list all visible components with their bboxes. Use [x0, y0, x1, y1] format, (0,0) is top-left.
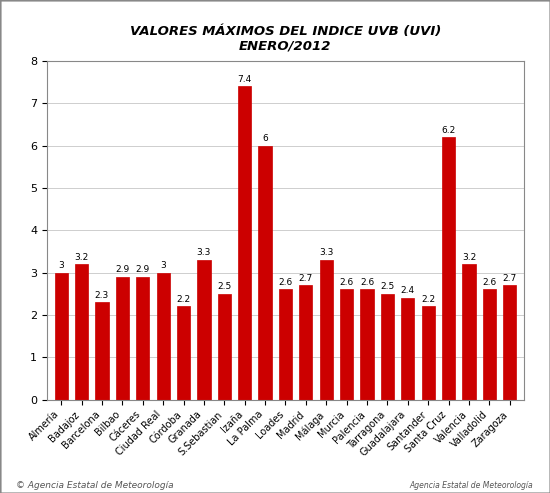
- Bar: [197, 260, 211, 399]
- Text: 2.9: 2.9: [116, 265, 129, 274]
- Bar: [320, 260, 333, 399]
- Bar: [157, 273, 170, 399]
- Bar: [381, 294, 394, 399]
- Title: VALORES MÁXIMOS DEL INDICE UVB (UVI)
ENERO/2012: VALORES MÁXIMOS DEL INDICE UVB (UVI) ENE…: [130, 25, 441, 53]
- Bar: [360, 289, 373, 399]
- Bar: [218, 294, 231, 399]
- Text: 3: 3: [160, 261, 166, 270]
- Text: 3.3: 3.3: [319, 248, 333, 257]
- Bar: [75, 264, 88, 399]
- Bar: [442, 137, 455, 399]
- Bar: [421, 307, 435, 399]
- Text: 2.6: 2.6: [278, 278, 293, 287]
- Text: 3.3: 3.3: [197, 248, 211, 257]
- Text: 2.2: 2.2: [177, 295, 191, 304]
- Bar: [340, 289, 353, 399]
- Text: 3: 3: [58, 261, 64, 270]
- Bar: [95, 302, 108, 399]
- Text: 2.6: 2.6: [339, 278, 354, 287]
- Bar: [299, 285, 312, 399]
- Bar: [503, 285, 516, 399]
- Bar: [463, 264, 476, 399]
- Text: Agencia Estatal de Meteorología: Agencia Estatal de Meteorología: [410, 481, 534, 490]
- Text: 6.2: 6.2: [442, 126, 456, 135]
- Bar: [279, 289, 292, 399]
- Bar: [54, 273, 68, 399]
- Text: 6: 6: [262, 134, 268, 143]
- Text: 2.7: 2.7: [503, 274, 517, 282]
- Bar: [258, 145, 272, 399]
- Text: 2.6: 2.6: [482, 278, 497, 287]
- Text: 2.7: 2.7: [299, 274, 313, 282]
- Bar: [136, 277, 150, 399]
- Text: 2.5: 2.5: [380, 282, 394, 291]
- Bar: [177, 307, 190, 399]
- Bar: [238, 86, 251, 399]
- Text: 2.4: 2.4: [401, 286, 415, 295]
- Text: 3.2: 3.2: [74, 252, 89, 262]
- Text: 7.4: 7.4: [238, 75, 252, 84]
- Text: 2.9: 2.9: [136, 265, 150, 274]
- Bar: [116, 277, 129, 399]
- Text: 2.2: 2.2: [421, 295, 435, 304]
- Text: © Agencia Estatal de Meteorología: © Agencia Estatal de Meteorología: [16, 481, 174, 490]
- Text: 2.6: 2.6: [360, 278, 374, 287]
- Bar: [401, 298, 414, 399]
- Text: 2.3: 2.3: [95, 291, 109, 300]
- Bar: [483, 289, 496, 399]
- Text: 2.5: 2.5: [217, 282, 232, 291]
- Text: 3.2: 3.2: [462, 252, 476, 262]
